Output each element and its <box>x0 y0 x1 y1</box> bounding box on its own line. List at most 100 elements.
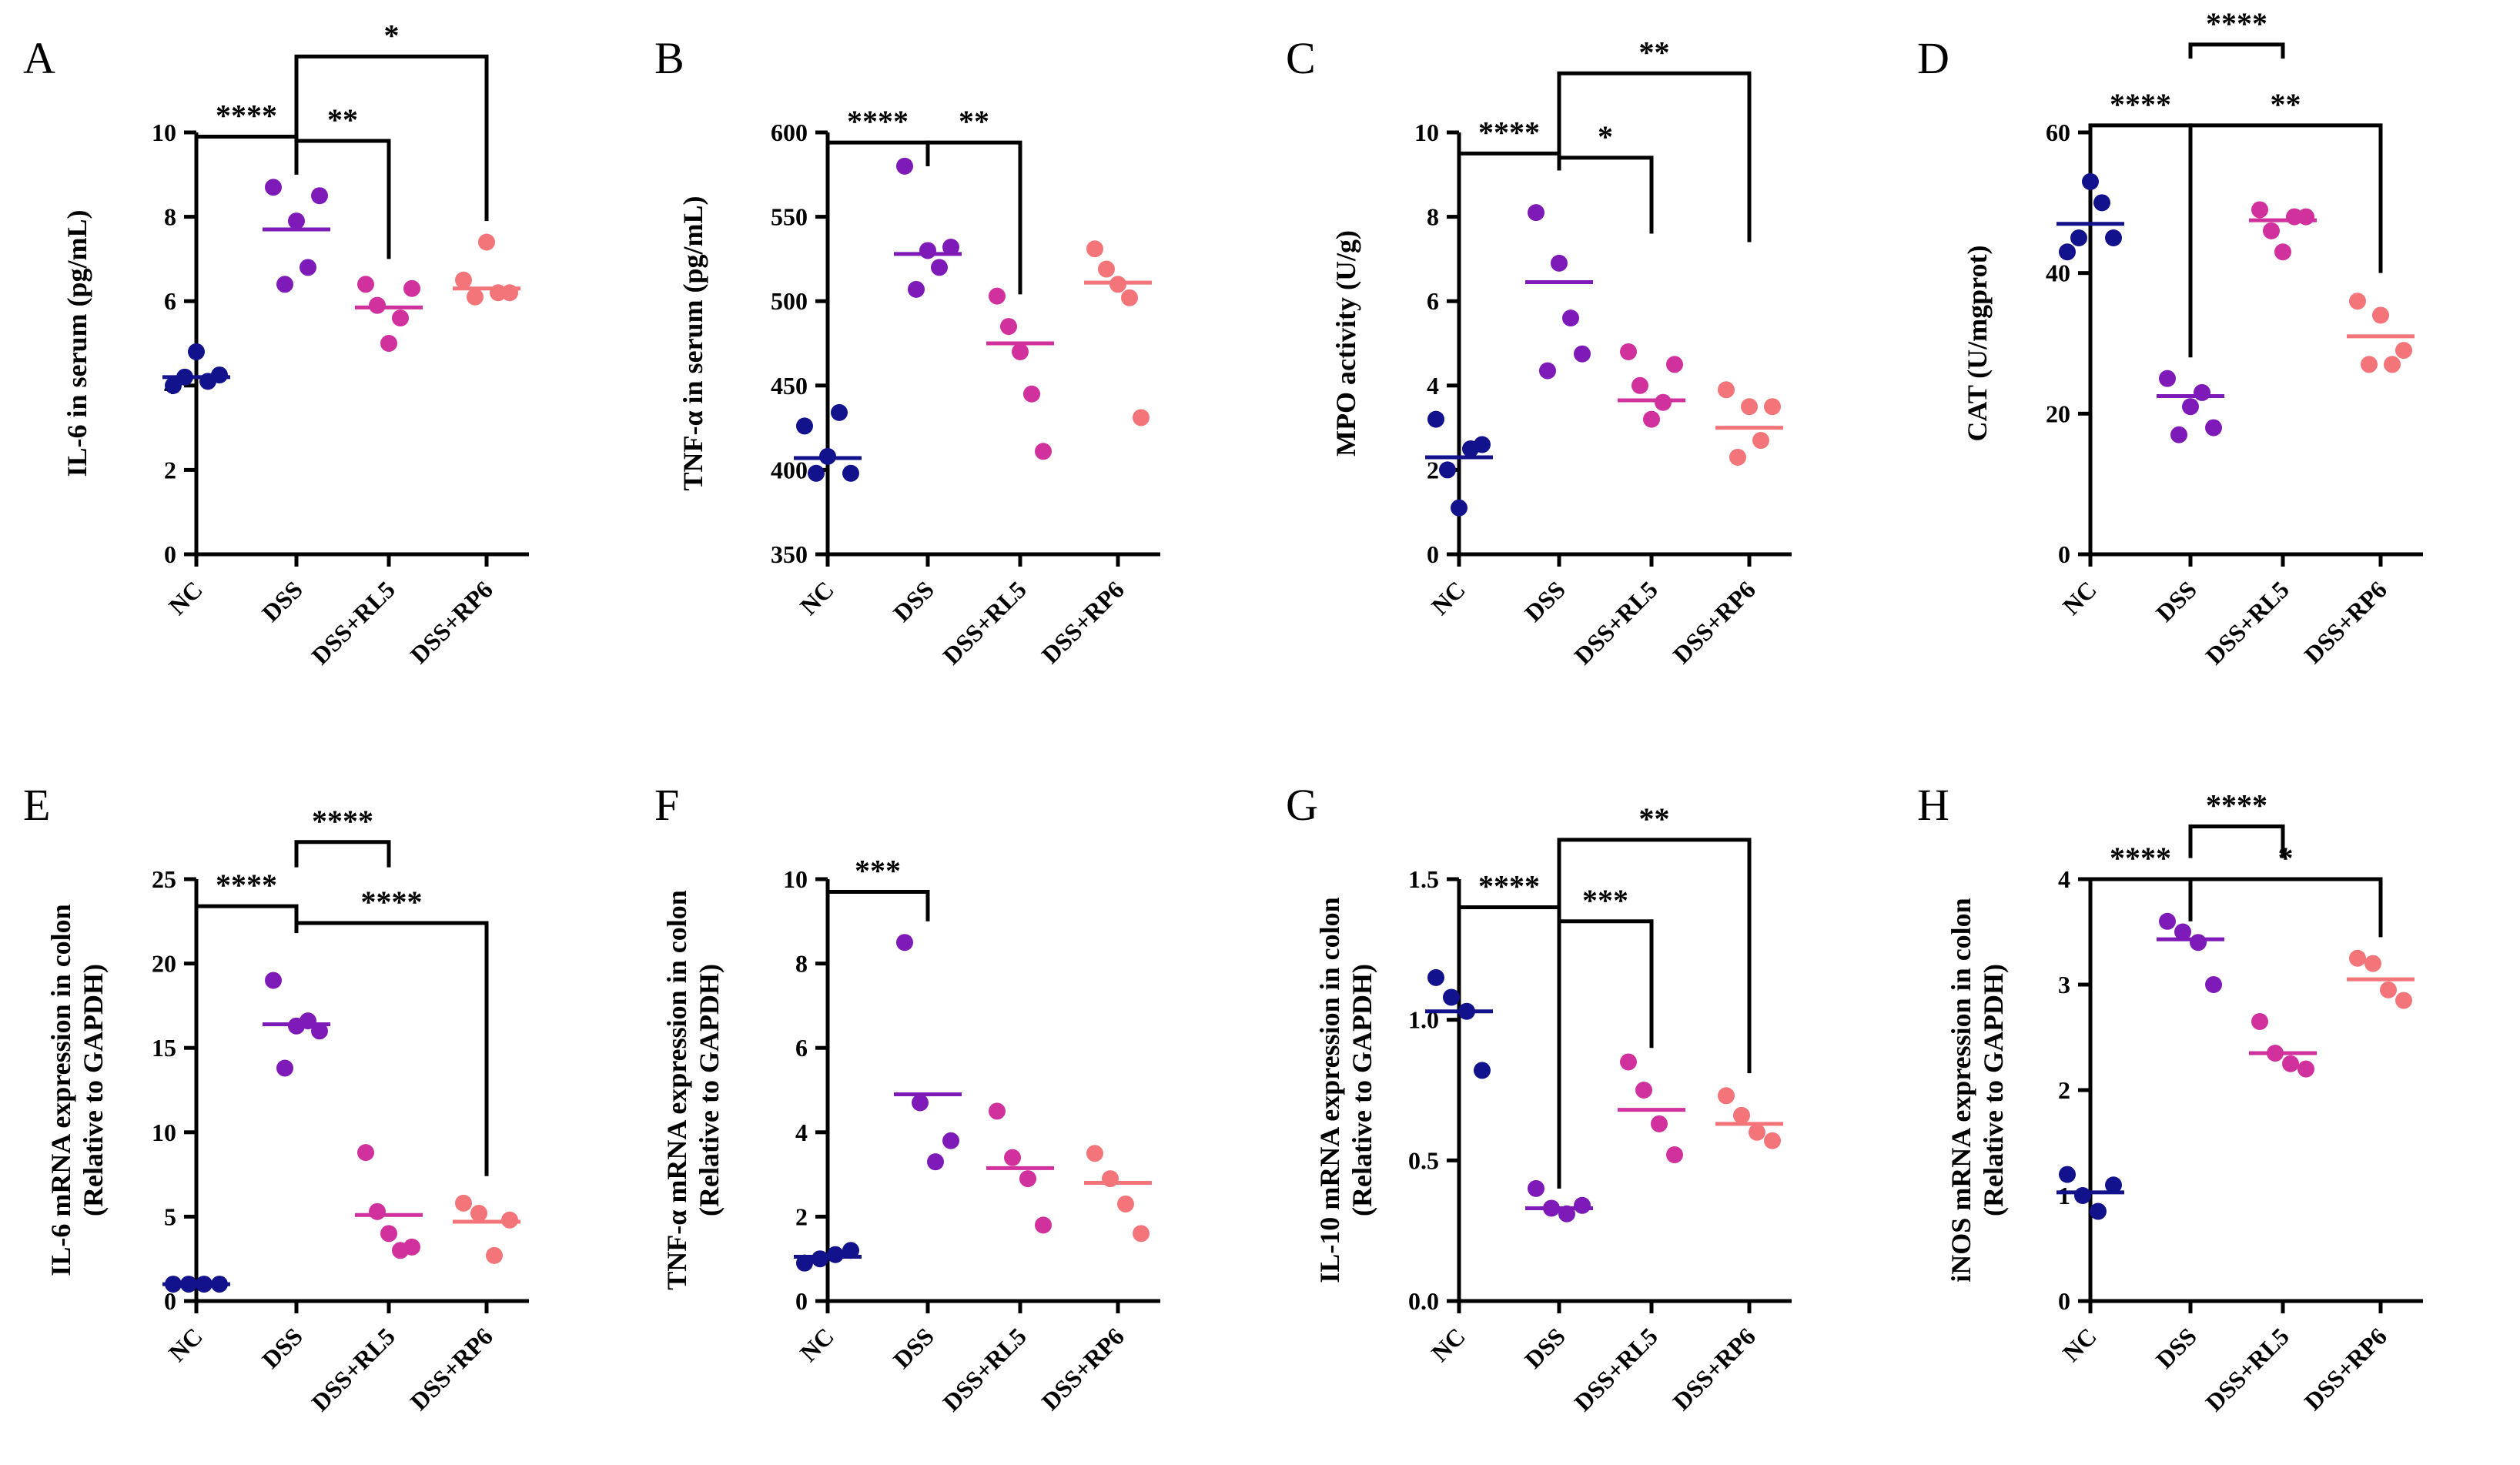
y-axis-label: TNF-α in serum (pg/mL) <box>678 196 708 490</box>
y-axis-label: (Relative to GAPDH) <box>78 964 109 1216</box>
data-point <box>2282 1055 2299 1072</box>
data-point <box>2384 356 2401 373</box>
data-point <box>831 403 848 421</box>
data-point <box>1551 254 1568 272</box>
data-point <box>1666 1146 1683 1164</box>
data-point <box>2190 934 2207 952</box>
data-point <box>808 464 825 482</box>
data-point <box>796 417 813 435</box>
data-point <box>2297 208 2314 226</box>
significance-bracket <box>1457 905 1561 1189</box>
significance-label: **** <box>1478 869 1540 904</box>
data-point <box>1764 1132 1781 1149</box>
data-point <box>2090 1202 2107 1220</box>
x-tick-label: DSS+RP6 <box>405 575 498 668</box>
data-point <box>1718 1087 1735 1105</box>
data-point <box>896 934 913 952</box>
data-point <box>1474 1062 1491 1079</box>
x-tick-label: NC <box>2057 1322 2102 1366</box>
y-axis-label: (Relative to GAPDH) <box>694 964 725 1216</box>
data-point <box>2182 398 2199 416</box>
y-tick-label: 8 <box>164 203 176 231</box>
significance-label: ** <box>327 102 358 137</box>
y-tick-label: 400 <box>771 456 808 483</box>
significance-bracket <box>1557 919 1654 1189</box>
data-point <box>931 259 948 276</box>
x-tick-label: NC <box>1426 1322 1471 1366</box>
significance-label: **** <box>216 98 277 132</box>
data-point <box>2105 229 2122 246</box>
significance-bracket <box>1557 838 1752 1178</box>
significance-bracket <box>194 904 299 1274</box>
data-point <box>2205 419 2222 436</box>
data-point <box>1019 1170 1036 1188</box>
data-point <box>1086 240 1103 258</box>
data-point <box>1539 362 1556 380</box>
x-tick-label: DSS+RL5 <box>306 1322 400 1417</box>
panel-letter: F <box>654 780 679 830</box>
significance-bracket <box>825 889 930 1229</box>
data-point <box>1004 1149 1021 1166</box>
data-point <box>1035 1216 1052 1234</box>
y-tick-label: 10 <box>152 1119 176 1146</box>
data-point <box>2174 923 2191 941</box>
x-tick-label: DSS <box>888 1322 939 1373</box>
data-point <box>2349 949 2366 967</box>
data-point <box>1620 1053 1637 1071</box>
data-point <box>2364 955 2381 972</box>
data-point <box>369 1202 386 1220</box>
data-point <box>188 343 205 360</box>
data-point <box>380 1225 397 1243</box>
data-point <box>2059 243 2076 261</box>
data-point <box>1655 393 1672 411</box>
data-point <box>1439 461 1456 479</box>
data-point <box>1620 343 1637 360</box>
x-tick-label: DSS+RP6 <box>2299 575 2392 668</box>
y-tick-label: 2 <box>795 1202 808 1230</box>
data-point <box>455 271 472 289</box>
y-tick-label: 20 <box>2046 400 2070 427</box>
y-tick-label: 0 <box>795 1287 808 1315</box>
data-point <box>842 1242 859 1259</box>
data-point <box>2105 1176 2122 1194</box>
data-point <box>1012 343 1029 360</box>
data-point <box>942 1132 959 1149</box>
panel-letter: C <box>1286 33 1316 83</box>
data-point <box>989 1102 1006 1120</box>
data-point <box>1000 318 1017 336</box>
x-tick-label: DSS <box>1519 1322 1571 1373</box>
data-point <box>470 1205 487 1223</box>
data-point <box>812 1250 828 1268</box>
x-tick-label: DSS+RL5 <box>2200 1322 2294 1417</box>
significance-label: * <box>1598 119 1613 154</box>
panel-b: B 350 400 450 500 550 600 TNF-α in serum (pg/mL… <box>654 33 1160 670</box>
data-point <box>403 279 420 297</box>
significance-label: **** <box>2206 788 2267 823</box>
panel-e: E 0 5 10 15 20 25 IL-6 mRNA expression in colon… <box>23 780 529 1417</box>
x-tick-label: NC <box>795 575 839 620</box>
y-tick-label: 0 <box>164 540 176 568</box>
y-axis-label: CAT (U/mgprot) <box>1962 246 1993 442</box>
data-point <box>1443 988 1460 1006</box>
x-tick-label: NC <box>163 1322 208 1366</box>
data-point <box>1631 376 1648 394</box>
y-tick-label: 60 <box>2046 119 2070 146</box>
y-tick-label: 0 <box>1427 540 1439 568</box>
significance-label: * <box>384 18 400 52</box>
x-tick-label: DSS+RL5 <box>306 575 400 670</box>
panel-letter: B <box>654 33 684 83</box>
data-point <box>1117 1195 1134 1212</box>
panel-a: A0246810IL-6 in serum (pg/mL)NCDSSDSS+RL… <box>23 18 529 670</box>
y-tick-label: 0 <box>2058 540 2070 568</box>
data-point <box>1528 204 1544 222</box>
y-tick-label: 15 <box>152 1034 176 1062</box>
data-point <box>1574 345 1591 363</box>
y-tick-label: 10 <box>152 119 176 146</box>
y-axis-label: MPO activity (U/g) <box>1330 230 1361 457</box>
data-point <box>989 287 1006 305</box>
x-tick-label: DSS <box>256 1322 308 1373</box>
data-point <box>2194 383 2210 401</box>
y-tick-label: 6 <box>795 1034 808 1062</box>
data-point <box>2159 912 2176 930</box>
